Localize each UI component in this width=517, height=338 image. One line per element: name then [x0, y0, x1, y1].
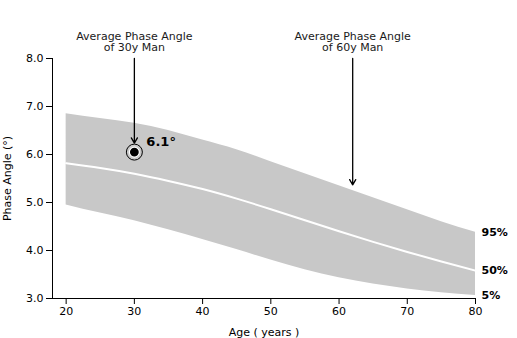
svg-text:50: 50: [264, 305, 278, 318]
svg-text:60: 60: [332, 305, 346, 318]
svg-text:95%: 95%: [482, 226, 508, 239]
svg-text:5%: 5%: [482, 289, 501, 302]
svg-text:Phase Angle (°): Phase Angle (°): [1, 136, 14, 221]
svg-text:6.1°: 6.1°: [146, 134, 176, 149]
svg-text:70: 70: [400, 305, 414, 318]
svg-text:Age ( years ): Age ( years ): [229, 326, 300, 338]
svg-text:3.0: 3.0: [26, 292, 44, 305]
svg-text:80: 80: [469, 305, 483, 318]
svg-text:50%: 50%: [482, 264, 508, 277]
svg-text:5.0: 5.0: [26, 196, 44, 209]
svg-text:Average Phase Angleof 30y Man: Average Phase Angleof 30y Man: [76, 30, 193, 54]
svg-text:40: 40: [196, 305, 210, 318]
svg-text:4.0: 4.0: [26, 244, 44, 257]
svg-text:8.0: 8.0: [26, 52, 44, 65]
svg-text:30: 30: [127, 305, 141, 318]
svg-text:7.0: 7.0: [26, 100, 44, 113]
svg-text:20: 20: [59, 305, 73, 318]
svg-text:Average Phase Angleof 60y Man: Average Phase Angleof 60y Man: [295, 30, 412, 54]
svg-text:6.0: 6.0: [26, 148, 44, 161]
